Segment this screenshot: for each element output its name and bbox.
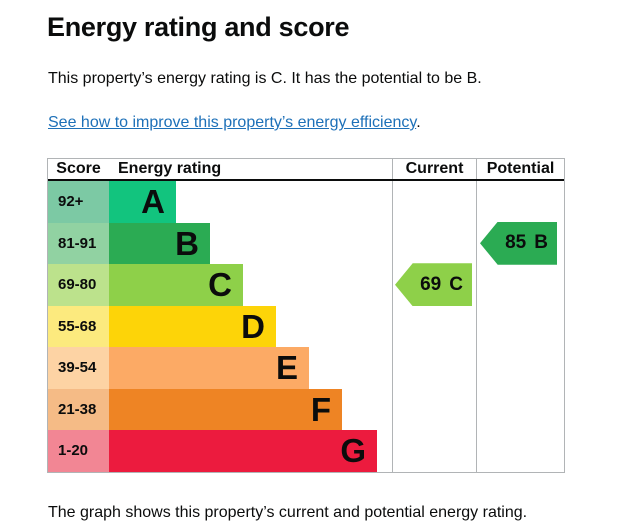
link-period: . <box>416 114 421 131</box>
band-row-c: 69-80 C 69 C <box>48 263 564 307</box>
potential-rating-arrow: 85 B <box>480 221 557 265</box>
potential-band: B <box>534 232 548 254</box>
score-range-a: 92+ <box>48 181 109 223</box>
page-title: Energy rating and score <box>47 12 350 42</box>
score-range-g: 1-20 <box>48 430 109 472</box>
band-row-g: 1-20 G <box>48 430 564 472</box>
score-range-f: 21-38 <box>48 388 109 430</box>
current-column-header: Current <box>392 159 476 179</box>
score-range-d: 55-68 <box>48 305 109 347</box>
energy-rating-chart: Score Energy rating Current Potential 92… <box>47 158 565 473</box>
improve-paragraph: See how to improve this property’s energ… <box>48 113 622 133</box>
current-band: C <box>449 273 463 295</box>
improve-efficiency-link[interactable]: See how to improve this property’s energ… <box>48 114 417 131</box>
score-column-header: Score <box>56 160 101 177</box>
band-bar-g: G <box>109 430 377 472</box>
band-letter-g: G <box>340 432 366 470</box>
band-row-a: 92+ A <box>48 181 564 223</box>
score-range-e: 39-54 <box>48 347 109 389</box>
band-row-d: 55-68 D <box>48 305 564 347</box>
band-row-e: 39-54 E <box>48 347 564 389</box>
potential-column-header: Potential <box>476 159 564 179</box>
band-bar-c: C <box>109 264 243 306</box>
current-score: 69 <box>420 273 442 295</box>
chart-header-row: Score Energy rating Current Potential <box>48 159 564 181</box>
rating-summary-text: This property’s energy rating is C. It h… <box>48 70 482 87</box>
band-bar-a: A <box>109 181 176 223</box>
band-bar-b: B <box>109 222 210 264</box>
band-letter-c: C <box>208 266 232 304</box>
score-range-c: 69-80 <box>48 264 109 306</box>
energy-rating-column-header: Energy rating <box>118 160 222 177</box>
band-letter-a: A <box>141 183 165 221</box>
band-bar-e: E <box>109 347 309 389</box>
score-range-b: 81-91 <box>48 222 109 264</box>
band-row-f: 21-38 F <box>48 388 564 430</box>
potential-score: 85 <box>505 232 527 254</box>
band-letter-b: B <box>175 224 199 262</box>
band-row-b: 81-91 B 85 B <box>48 221 564 265</box>
current-rating-arrow: 69 C <box>395 263 472 307</box>
band-letter-f: F <box>310 390 331 428</box>
band-letter-e: E <box>275 349 298 387</box>
chart-caption: The graph shows this property’s current … <box>48 503 528 521</box>
band-bar-f: F <box>109 388 342 430</box>
band-letter-d: D <box>241 307 265 345</box>
band-bar-d: D <box>109 305 276 347</box>
